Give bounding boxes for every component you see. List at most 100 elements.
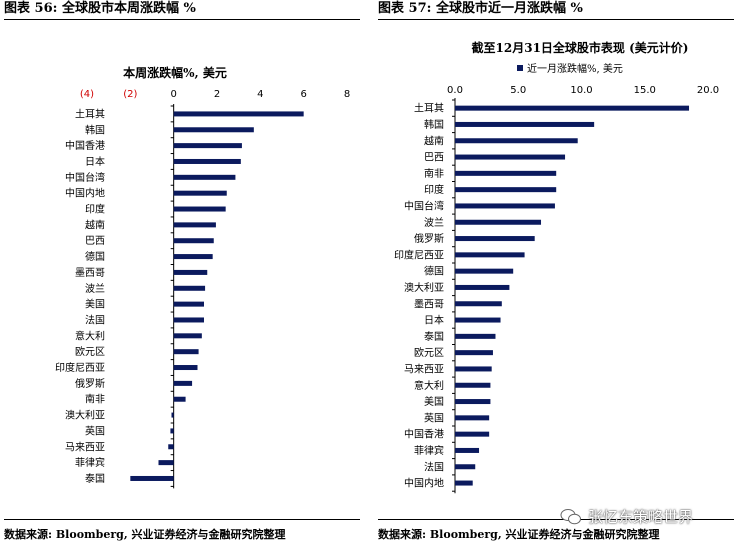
x-tick-label: 0 — [170, 89, 176, 100]
category-label: 印度尼西亚 — [394, 248, 444, 261]
bar — [173, 301, 204, 307]
category-label: 印度 — [85, 203, 105, 216]
left-title-rule — [4, 19, 360, 20]
bar — [455, 350, 493, 356]
bar — [173, 190, 227, 196]
bar — [455, 431, 490, 437]
bar — [455, 382, 491, 388]
category-label: 波兰 — [85, 282, 105, 295]
bar — [173, 380, 193, 386]
category-label: 墨西哥 — [75, 267, 105, 279]
left-bar-chart: (4) (2) 0 2 4 6 8 土耳其韩国中国香港日本中国台湾中国内地印度越南巴西德国墨西… — [55, 89, 350, 489]
bar — [455, 187, 557, 193]
category-label: 菲律宾 — [414, 444, 444, 457]
x-tick-label: 10.0 — [570, 85, 592, 96]
bar — [455, 301, 502, 307]
bar — [173, 158, 241, 164]
bar — [173, 206, 226, 212]
bar — [130, 475, 174, 481]
bar — [455, 170, 557, 176]
category-label: 中国内地 — [404, 477, 444, 490]
category-label: 马来西亚 — [404, 363, 444, 375]
bar — [170, 428, 174, 434]
category-label: 土耳其 — [414, 102, 444, 115]
x-tick-label: (4) — [80, 89, 94, 100]
category-label: 意大利 — [75, 329, 105, 342]
bar — [173, 254, 213, 260]
category-label: 日本 — [424, 314, 444, 327]
bar — [173, 111, 304, 117]
x-tick-label: 6 — [300, 89, 306, 100]
category-label: 越南 — [85, 218, 105, 231]
category-label: 中国台湾 — [65, 171, 105, 184]
right-bar-chart: 0.0 5.0 10.0 15.0 20.0 土耳其韩国越南巴西南非印度中国台湾波兰俄罗斯… — [394, 85, 719, 494]
category-label: 土耳其 — [75, 107, 105, 120]
x-tick-label: 0.0 — [447, 85, 463, 96]
left-source-rule — [4, 519, 360, 520]
category-label: 法国 — [85, 313, 105, 326]
category-label: 俄罗斯 — [414, 232, 444, 245]
bar — [173, 333, 202, 339]
category-label: 澳大利亚 — [65, 409, 105, 422]
watermark: 张忆东策略世界 — [560, 506, 693, 527]
category-label: 南非 — [85, 393, 105, 406]
left-chart-title: 本周涨跌幅%, 美元 — [123, 66, 227, 80]
category-label: 日本 — [85, 155, 105, 168]
bar — [455, 415, 490, 421]
legend-label: 近一月涨跌幅%, 美元 — [527, 64, 623, 75]
bar — [173, 269, 208, 275]
bar — [173, 285, 206, 291]
right-title-rule — [378, 19, 734, 20]
bar — [455, 219, 542, 225]
category-label: 南非 — [424, 167, 444, 180]
category-label: 俄罗斯 — [75, 377, 105, 390]
category-label: 法国 — [424, 460, 444, 473]
category-label: 墨西哥 — [414, 298, 444, 310]
bar — [455, 268, 514, 274]
category-label: 印度尼西亚 — [55, 361, 105, 374]
bar — [455, 105, 690, 111]
category-label: 中国香港 — [404, 428, 444, 441]
bar — [455, 399, 491, 405]
watermark-text: 张忆东策略世界 — [588, 508, 694, 526]
category-label: 中国内地 — [65, 187, 105, 200]
category-label: 欧元区 — [75, 346, 105, 358]
x-tick-label: 5.0 — [510, 85, 526, 96]
x-tick-label: 2 — [214, 89, 220, 100]
category-label: 中国台湾 — [404, 199, 444, 212]
bar — [173, 317, 204, 323]
bar — [455, 203, 555, 209]
x-tick-label: (2) — [123, 89, 137, 100]
bar — [455, 236, 535, 242]
category-label: 巴西 — [85, 235, 105, 247]
left-figure-title: 图表 56: 全球股市本周涨跌幅 % — [4, 1, 196, 16]
category-label: 德国 — [85, 250, 105, 263]
category-label: 马来西亚 — [65, 441, 105, 453]
x-tick-label: 4 — [257, 89, 263, 100]
bar — [455, 252, 525, 258]
bar — [173, 349, 199, 355]
bar — [455, 138, 578, 144]
left-source-note: 数据来源: Bloomberg, 兴业证券经济与金融研究院整理 — [4, 528, 286, 541]
right-figure-title: 图表 57: 全球股市近一月涨跌幅 % — [378, 1, 583, 16]
right-source-rule — [378, 519, 734, 520]
bar — [173, 365, 198, 371]
bar — [455, 366, 492, 372]
category-label: 韩国 — [85, 123, 105, 136]
category-label: 泰国 — [424, 330, 444, 343]
bar — [455, 480, 473, 486]
bar — [455, 121, 595, 127]
bar — [168, 444, 174, 450]
category-label: 美国 — [424, 395, 444, 408]
x-tick-label: 15.0 — [634, 85, 656, 96]
bar — [173, 396, 186, 402]
category-label: 韩国 — [424, 118, 444, 131]
bar — [173, 143, 242, 149]
category-label: 印度 — [424, 183, 444, 196]
bar — [455, 464, 476, 470]
bar — [173, 222, 216, 228]
bar — [455, 317, 501, 323]
bar — [158, 460, 174, 466]
category-label: 欧元区 — [414, 347, 444, 359]
bar — [173, 238, 214, 244]
